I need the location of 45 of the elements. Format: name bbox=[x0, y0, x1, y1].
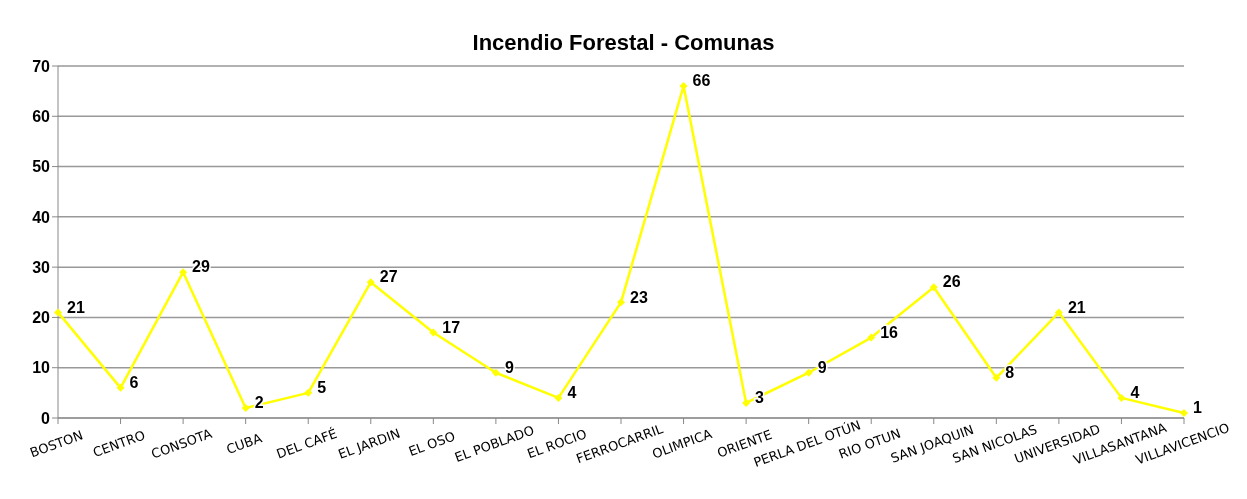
data-label: 4 bbox=[567, 384, 577, 402]
x-tick-label: CUBA bbox=[224, 430, 264, 458]
point bbox=[491, 368, 500, 377]
y-tick-label: 0 bbox=[41, 409, 51, 427]
point bbox=[992, 373, 1001, 382]
y-tick-label: 30 bbox=[32, 258, 51, 276]
y-tick-label: 40 bbox=[32, 208, 51, 226]
point bbox=[429, 328, 438, 337]
point bbox=[179, 268, 188, 277]
y-tick-label: 10 bbox=[32, 359, 51, 377]
point bbox=[1117, 393, 1126, 402]
data-label: 5 bbox=[317, 379, 327, 397]
data-label: 66 bbox=[692, 72, 711, 90]
data-label: 1 bbox=[1193, 399, 1202, 417]
data-label: 21 bbox=[67, 298, 85, 316]
point bbox=[304, 388, 313, 397]
point bbox=[617, 298, 625, 307]
point bbox=[804, 368, 813, 377]
point bbox=[929, 283, 938, 292]
data-label: 17 bbox=[442, 318, 461, 336]
point bbox=[1054, 308, 1063, 317]
point bbox=[867, 333, 876, 342]
data-label: 9 bbox=[504, 358, 514, 376]
y-tick-label: 60 bbox=[32, 107, 51, 125]
y-tick-label: 20 bbox=[32, 309, 51, 327]
data-label: 26 bbox=[942, 273, 961, 291]
point bbox=[366, 278, 375, 287]
x-tick-label: DEL CAFÉ bbox=[274, 425, 339, 462]
point bbox=[54, 308, 62, 317]
data-label: 29 bbox=[192, 258, 211, 276]
data-label: 8 bbox=[1005, 363, 1015, 382]
data-label: 4 bbox=[1130, 384, 1140, 402]
point bbox=[742, 398, 751, 407]
point bbox=[554, 393, 563, 402]
point bbox=[116, 383, 125, 392]
y-tick-label: 50 bbox=[32, 158, 51, 176]
data-label: 6 bbox=[129, 374, 139, 392]
point bbox=[241, 403, 250, 412]
data-label: 21 bbox=[1067, 298, 1086, 316]
y-tick-label: 70 bbox=[32, 57, 51, 75]
data-label: 23 bbox=[630, 288, 648, 306]
point bbox=[1180, 408, 1188, 417]
data-label: 27 bbox=[379, 268, 398, 286]
chart-title: Incendio Forestal - Comunas bbox=[471, 30, 776, 56]
data-label: 16 bbox=[880, 323, 899, 341]
